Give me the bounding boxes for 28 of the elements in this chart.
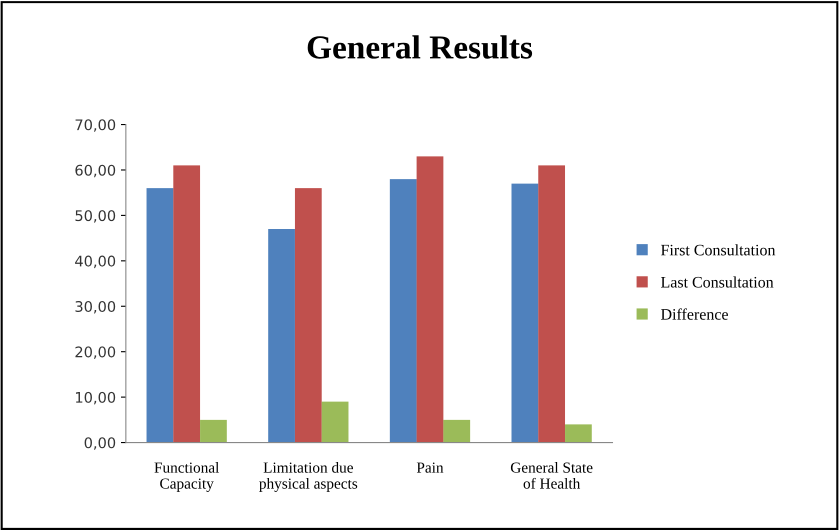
- x-tick-label: General State of Health: [510, 462, 592, 489]
- bar: [565, 424, 592, 443]
- y-tick-label: 50,00: [76, 210, 116, 223]
- bar: [538, 165, 566, 443]
- y-tick-label: 40,00: [75, 256, 116, 268]
- legend-label: Last Consultation: [660, 276, 774, 288]
- bar: [416, 156, 444, 443]
- bar: [200, 420, 227, 443]
- y-tick-label: 30,00: [75, 300, 116, 314]
- bar: [511, 184, 538, 443]
- bar: [146, 188, 174, 443]
- bar: [268, 229, 295, 443]
- bar: [443, 420, 470, 443]
- x-tick-label: Pain: [416, 462, 444, 473]
- x-tick-label: Limitation due physical aspects: [259, 462, 358, 492]
- y-tick-label: 10,00: [76, 392, 116, 404]
- bar: [173, 165, 200, 443]
- bar: [294, 188, 322, 443]
- legend-label: Difference: [660, 308, 728, 320]
- y-tick-label: 20,00: [75, 346, 116, 359]
- chart-title: General Results: [308, 35, 532, 59]
- legend-label: First Consultation: [660, 244, 776, 256]
- y-tick-label: 70,00: [76, 119, 116, 132]
- bar: [390, 179, 417, 443]
- y-tick-label: 60,00: [75, 164, 116, 178]
- y-tick-label: 0,00: [84, 437, 116, 450]
- bar: [322, 402, 348, 443]
- x-tick-label: Functional Capacity: [154, 462, 220, 492]
